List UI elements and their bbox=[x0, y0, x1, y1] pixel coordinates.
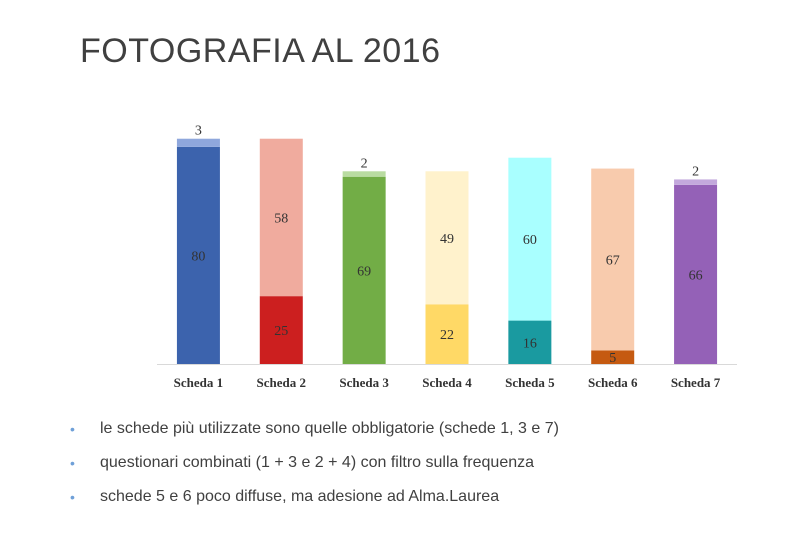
bullet-item: • schede 5 e 6 poco diffuse, ma adesione… bbox=[70, 488, 559, 522]
bar-segment bbox=[342, 171, 386, 177]
data-label: 2 bbox=[692, 164, 699, 179]
bullet-text: schede 5 e 6 poco diffuse, ma adesione a… bbox=[100, 488, 500, 505]
data-label: 5 bbox=[609, 351, 616, 366]
data-label: 67 bbox=[606, 254, 620, 269]
data-label: 69 bbox=[357, 264, 371, 279]
bar-segment bbox=[591, 350, 635, 364]
x-tick-label: Scheda 1 bbox=[174, 375, 223, 390]
data-label: 60 bbox=[523, 233, 537, 248]
x-tick-labels: Scheda 1 Scheda 2 Scheda 3 Scheda 4 Scheda 5… bbox=[174, 375, 721, 390]
bar-segment bbox=[674, 179, 718, 185]
bar-segment bbox=[342, 176, 386, 364]
bar-segment bbox=[259, 296, 303, 364]
data-label: 16 bbox=[523, 336, 537, 351]
x-tick-label: Scheda 6 bbox=[588, 375, 638, 390]
bullet-dot-icon: • bbox=[70, 455, 75, 471]
x-tick-label: Scheda 2 bbox=[257, 375, 306, 390]
bar-segment bbox=[259, 138, 303, 297]
bullet-text: questionari combinati (1 + 3 e 2 + 4) co… bbox=[100, 454, 535, 471]
bar-segment bbox=[425, 171, 469, 305]
page-title: FOTOGRAFIA AL 2016 bbox=[80, 32, 441, 70]
data-label: 2 bbox=[361, 156, 368, 171]
bar-segment bbox=[176, 138, 220, 147]
bullet-dot-icon: • bbox=[70, 489, 75, 505]
bar-segment bbox=[508, 157, 552, 321]
bullet-text: le schede più utilizzate sono quelle obb… bbox=[100, 420, 559, 437]
bullet-dot-icon: • bbox=[70, 421, 75, 437]
bar-segment bbox=[425, 304, 469, 364]
data-label: 66 bbox=[689, 268, 703, 283]
x-tick-label: Scheda 4 bbox=[422, 375, 472, 390]
data-label: 58 bbox=[274, 211, 288, 226]
data-label: 80 bbox=[191, 249, 205, 264]
bullet-list: • le schede più utilizzate sono quelle o… bbox=[70, 420, 559, 522]
bar-segment bbox=[591, 168, 635, 351]
data-label: 49 bbox=[440, 232, 454, 247]
bar-segment bbox=[674, 184, 718, 364]
x-tick-label: Scheda 5 bbox=[505, 375, 555, 390]
bullet-item: • le schede più utilizzate sono quelle o… bbox=[70, 420, 559, 454]
bar-segment bbox=[508, 320, 552, 364]
data-label: 22 bbox=[440, 328, 454, 343]
bar-segment bbox=[176, 146, 220, 364]
x-tick-label: Scheda 3 bbox=[339, 375, 389, 390]
data-label: 25 bbox=[274, 324, 288, 339]
data-label: 3 bbox=[195, 124, 202, 139]
bullet-item: • questionari combinati (1 + 3 e 2 + 4) … bbox=[70, 454, 559, 488]
x-tick-label: Scheda 7 bbox=[671, 375, 721, 390]
